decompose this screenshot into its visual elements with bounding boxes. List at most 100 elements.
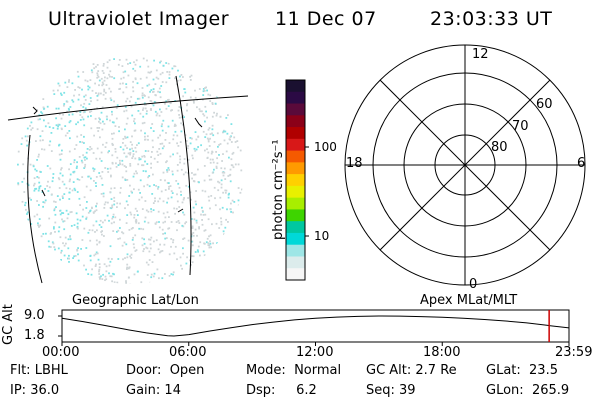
image-pixel xyxy=(94,117,97,120)
image-pixel xyxy=(41,191,44,193)
image-pixel xyxy=(76,161,78,164)
image-pixel xyxy=(22,163,25,166)
image-pixel xyxy=(142,228,145,231)
image-pixel xyxy=(129,184,131,187)
image-pixel xyxy=(179,141,182,143)
image-pixel xyxy=(178,222,181,224)
image-pixel xyxy=(161,147,164,150)
image-pixel xyxy=(126,268,128,270)
image-pixel xyxy=(215,114,218,117)
image-pixel xyxy=(90,147,93,150)
image-pixel xyxy=(206,157,209,159)
image-pixel xyxy=(212,161,215,164)
image-pixel xyxy=(75,167,78,169)
image-pixel xyxy=(230,202,232,205)
image-pixel xyxy=(224,189,227,192)
altitude-xtick: 00:00 xyxy=(42,345,80,360)
image-pixel xyxy=(139,77,142,80)
image-pixel xyxy=(102,64,105,67)
image-pixel xyxy=(173,207,176,210)
image-pixel xyxy=(166,71,169,73)
image-pixel xyxy=(202,130,205,133)
image-pixel xyxy=(106,118,108,121)
image-pixel xyxy=(78,93,81,96)
image-pixel xyxy=(166,211,169,214)
image-pixel xyxy=(217,145,219,148)
image-pixel xyxy=(99,175,102,178)
image-pixel xyxy=(134,157,137,160)
image-pixel xyxy=(43,119,45,122)
image-pixel xyxy=(88,103,91,105)
image-pixel xyxy=(82,118,85,121)
image-pixel xyxy=(96,72,99,75)
image-pixel xyxy=(112,121,115,124)
image-pixel xyxy=(73,187,76,190)
image-pixel xyxy=(225,117,228,119)
image-pixel xyxy=(60,167,63,169)
image-pixel xyxy=(167,227,170,230)
image-pixel xyxy=(232,166,235,169)
image-pixel xyxy=(157,210,160,213)
image-pixel xyxy=(55,117,57,120)
image-pixel xyxy=(71,113,74,116)
image-pixel xyxy=(57,247,60,250)
image-pixel xyxy=(121,231,123,234)
image-pixel xyxy=(187,239,190,242)
image-pixel xyxy=(84,79,87,82)
image-pixel xyxy=(23,177,25,180)
image-pixel xyxy=(132,227,134,229)
image-pixel xyxy=(227,193,230,196)
image-pixel xyxy=(124,144,127,147)
image-pixel xyxy=(63,103,66,105)
image-pixel xyxy=(105,265,108,268)
image-pixel xyxy=(110,99,113,101)
colorbar-segment xyxy=(286,268,305,281)
image-pixel xyxy=(115,162,117,165)
image-pixel xyxy=(73,94,75,97)
image-pixel xyxy=(103,90,106,93)
image-pixel xyxy=(206,89,208,92)
image-pixel xyxy=(101,278,104,280)
image-pixel xyxy=(172,239,175,241)
image-pixel xyxy=(111,162,114,165)
image-pixel xyxy=(211,103,214,105)
image-pixel xyxy=(156,150,159,153)
image-pixel xyxy=(97,130,100,132)
image-pixel xyxy=(137,188,140,191)
image-pixel xyxy=(48,186,51,189)
image-pixel xyxy=(91,71,94,74)
geographic-grid-lines xyxy=(7,75,249,284)
image-pixel xyxy=(111,137,114,140)
image-pixel xyxy=(174,245,177,248)
image-pixel xyxy=(116,104,119,107)
image-pixel xyxy=(83,135,85,138)
image-pixel xyxy=(147,150,150,152)
image-pixel xyxy=(165,62,168,64)
image-pixel xyxy=(181,224,184,227)
image-pixel xyxy=(130,257,133,259)
image-pixel xyxy=(112,272,114,275)
image-pixel xyxy=(95,205,97,208)
image-pixel xyxy=(140,227,142,230)
image-pixel xyxy=(172,138,175,141)
image-pixel xyxy=(156,268,159,271)
image-pixel xyxy=(161,142,164,145)
image-pixel xyxy=(190,74,193,77)
image-pixel xyxy=(82,154,84,157)
image-pixel xyxy=(66,86,69,88)
image-pixel xyxy=(158,226,161,229)
image-pixel xyxy=(56,195,59,197)
image-pixel xyxy=(122,142,124,144)
image-pixel xyxy=(192,180,195,182)
image-pixel xyxy=(202,214,205,216)
image-pixel xyxy=(76,225,79,228)
image-pixel xyxy=(145,246,148,249)
image-pixel xyxy=(108,59,111,62)
image-pixel xyxy=(203,90,206,92)
image-pixel xyxy=(101,233,103,236)
image-pixel xyxy=(204,120,206,123)
image-pixel xyxy=(209,207,211,210)
image-pixel xyxy=(62,242,64,245)
image-pixel xyxy=(58,178,61,181)
image-pixel xyxy=(161,277,164,280)
